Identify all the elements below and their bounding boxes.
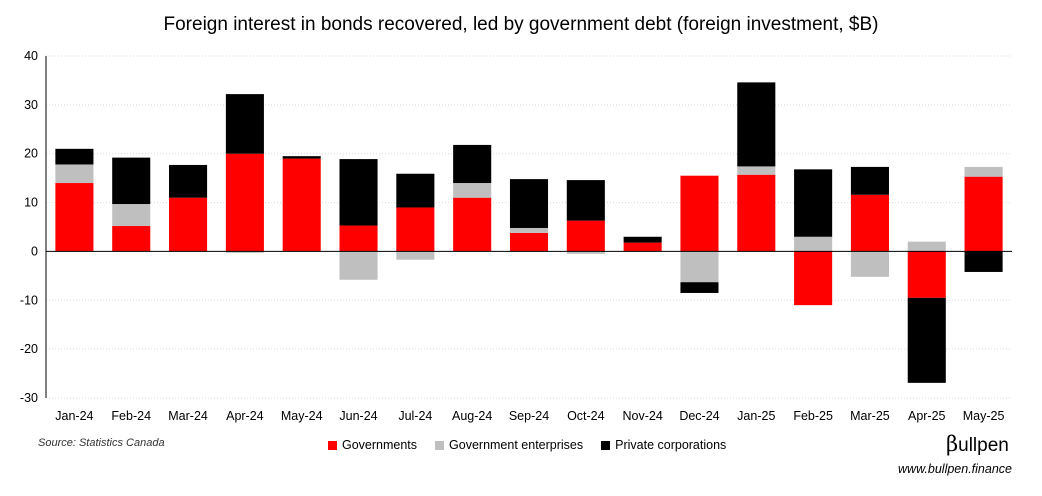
bar-government-enterprises-feb-24 bbox=[112, 204, 151, 227]
x-tick-label: Oct-24 bbox=[567, 409, 605, 423]
x-tick-label: Apr-24 bbox=[226, 409, 264, 423]
bar-private-corporations-may-24 bbox=[282, 156, 321, 159]
bar-government-enterprises-jun-24 bbox=[339, 251, 378, 280]
y-tick-label: 40 bbox=[24, 49, 38, 63]
x-tick-label: May-24 bbox=[281, 409, 323, 423]
x-tick-label: Feb-25 bbox=[793, 409, 833, 423]
bar-governments-jun-24 bbox=[339, 225, 378, 252]
bar-governments-feb-24 bbox=[112, 226, 151, 252]
legend-swatch-governments bbox=[328, 440, 337, 450]
bar-government-enterprises-jan-25 bbox=[737, 166, 776, 175]
bar-private-corporations-mar-25 bbox=[850, 166, 889, 195]
x-tick-label: Jan-24 bbox=[55, 409, 93, 423]
x-tick-label: Dec-24 bbox=[679, 409, 719, 423]
bullpen-logo: βullpen bbox=[946, 432, 1009, 457]
legend: Governments Government enterprises Priva… bbox=[328, 438, 726, 452]
bar-governments-feb-25 bbox=[794, 251, 833, 306]
y-tick-label: 30 bbox=[24, 98, 38, 112]
y-tick-label: -10 bbox=[20, 293, 38, 307]
legend-label-government-enterprises: Government enterprises bbox=[449, 438, 584, 452]
bar-governments-mar-25 bbox=[850, 194, 889, 252]
x-tick-label: Jun-24 bbox=[339, 409, 377, 423]
bar-private-corporations-apr-25 bbox=[907, 297, 946, 383]
y-tick-label: 0 bbox=[31, 244, 38, 258]
legend-swatch-private-corporations bbox=[601, 440, 611, 450]
bar-government-enterprises-oct-24 bbox=[566, 251, 605, 254]
x-tick-label: Aug-24 bbox=[452, 409, 492, 423]
legend-item-government-enterprises: Government enterprises bbox=[435, 438, 583, 452]
bar-private-corporations-jan-24 bbox=[55, 148, 94, 165]
bar-government-enterprises-jul-24 bbox=[396, 251, 435, 260]
y-tick-label: -30 bbox=[20, 391, 38, 405]
bar-governments-nov-24 bbox=[623, 242, 662, 252]
bar-government-enterprises-mar-25 bbox=[850, 251, 889, 277]
website-link[interactable]: www.bullpen.finance bbox=[898, 462, 1012, 476]
logo-text: ullpen bbox=[958, 435, 1009, 456]
bar-government-enterprises-dec-24 bbox=[680, 251, 719, 283]
bar-governments-may-24 bbox=[282, 158, 321, 252]
bar-governments-dec-24 bbox=[680, 175, 719, 252]
bar-governments-sep-24 bbox=[509, 232, 549, 252]
source-note: Source: Statistics Canada bbox=[38, 437, 165, 449]
bar-private-corporations-dec-24 bbox=[680, 282, 719, 293]
bar-private-corporations-mar-24 bbox=[169, 164, 208, 198]
bar-governments-mar-24 bbox=[169, 197, 208, 252]
x-tick-label: May-25 bbox=[963, 409, 1005, 423]
bar-government-enterprises-jan-24 bbox=[55, 164, 94, 184]
bar-government-enterprises-feb-25 bbox=[794, 236, 833, 252]
bar-private-corporations-apr-24 bbox=[225, 94, 264, 154]
x-tick-label: Apr-25 bbox=[908, 409, 946, 423]
bar-governments-jul-24 bbox=[396, 207, 435, 252]
legend-swatch-government-enterprises bbox=[435, 440, 445, 450]
legend-label-governments: Governments bbox=[342, 438, 418, 452]
bar-governments-may-25 bbox=[964, 176, 1003, 252]
bar-private-corporations-aug-24 bbox=[453, 144, 492, 184]
x-tick-label: Nov-24 bbox=[622, 409, 662, 423]
x-tick-label: Jul-24 bbox=[398, 409, 432, 423]
bar-private-corporations-jun-24 bbox=[339, 159, 378, 226]
chart-title: Foreign interest in bonds recovered, led… bbox=[163, 14, 879, 35]
bar-private-corporations-nov-24 bbox=[623, 236, 662, 243]
y-tick-label: -20 bbox=[20, 342, 38, 356]
y-tick-label: 20 bbox=[24, 147, 38, 161]
legend-label-private-corporations: Private corporations bbox=[615, 438, 727, 452]
bar-private-corporations-jul-24 bbox=[396, 173, 435, 208]
x-tick-label: Mar-24 bbox=[168, 409, 208, 423]
bar-government-enterprises-sep-24 bbox=[509, 227, 549, 233]
bar-government-enterprises-apr-24 bbox=[225, 251, 264, 253]
bar-governments-jan-24 bbox=[55, 183, 94, 252]
x-tick-label: Jan-25 bbox=[737, 409, 775, 423]
bar-private-corporations-sep-24 bbox=[509, 179, 549, 228]
bar-governments-apr-25 bbox=[907, 251, 946, 298]
bar-government-enterprises-may-25 bbox=[964, 166, 1003, 177]
bar-private-corporations-feb-24 bbox=[112, 157, 151, 205]
bar-governments-apr-24 bbox=[225, 153, 264, 252]
bar-governments-oct-24 bbox=[566, 220, 605, 252]
bar-governments-jan-25 bbox=[737, 174, 776, 252]
logo-mark: β bbox=[946, 432, 959, 456]
x-tick-label: Feb-24 bbox=[111, 409, 151, 423]
legend-item-governments: Governments bbox=[328, 438, 417, 452]
bar-government-enterprises-aug-24 bbox=[453, 183, 492, 198]
x-tick-label: Sep-24 bbox=[509, 409, 549, 423]
bar-private-corporations-oct-24 bbox=[566, 180, 605, 221]
x-tick-label: Mar-25 bbox=[850, 409, 890, 423]
bar-governments-aug-24 bbox=[453, 197, 492, 252]
bar-government-enterprises-apr-25 bbox=[907, 241, 946, 252]
legend-item-private-corporations: Private corporations bbox=[601, 438, 726, 452]
bar-private-corporations-feb-25 bbox=[794, 169, 833, 237]
bar-private-corporations-may-25 bbox=[964, 251, 1003, 272]
bar-private-corporations-jan-25 bbox=[737, 82, 776, 167]
y-tick-label: 10 bbox=[24, 196, 38, 210]
